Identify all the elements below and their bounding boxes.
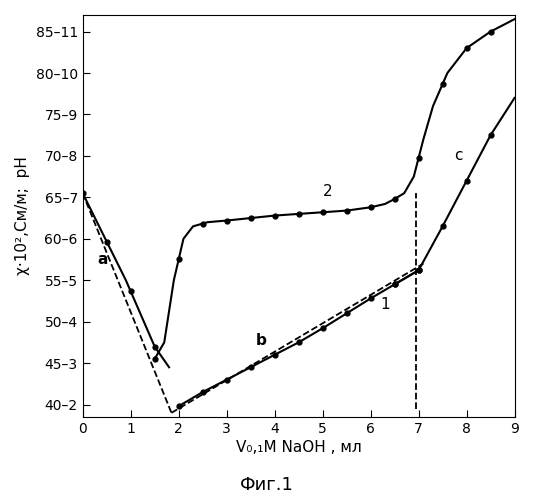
Text: c: c [454,148,463,163]
Text: a: a [97,252,107,266]
X-axis label: V₀,₁М NaOH , мл: V₀,₁М NaOH , мл [235,440,362,455]
Text: b: b [255,333,266,348]
Text: Фиг.1: Фиг.1 [240,476,294,494]
Text: 1: 1 [380,297,390,312]
Y-axis label: χ·10²,См/м;  pH: χ·10²,См/м; pH [15,156,30,276]
Text: 2: 2 [323,184,332,198]
